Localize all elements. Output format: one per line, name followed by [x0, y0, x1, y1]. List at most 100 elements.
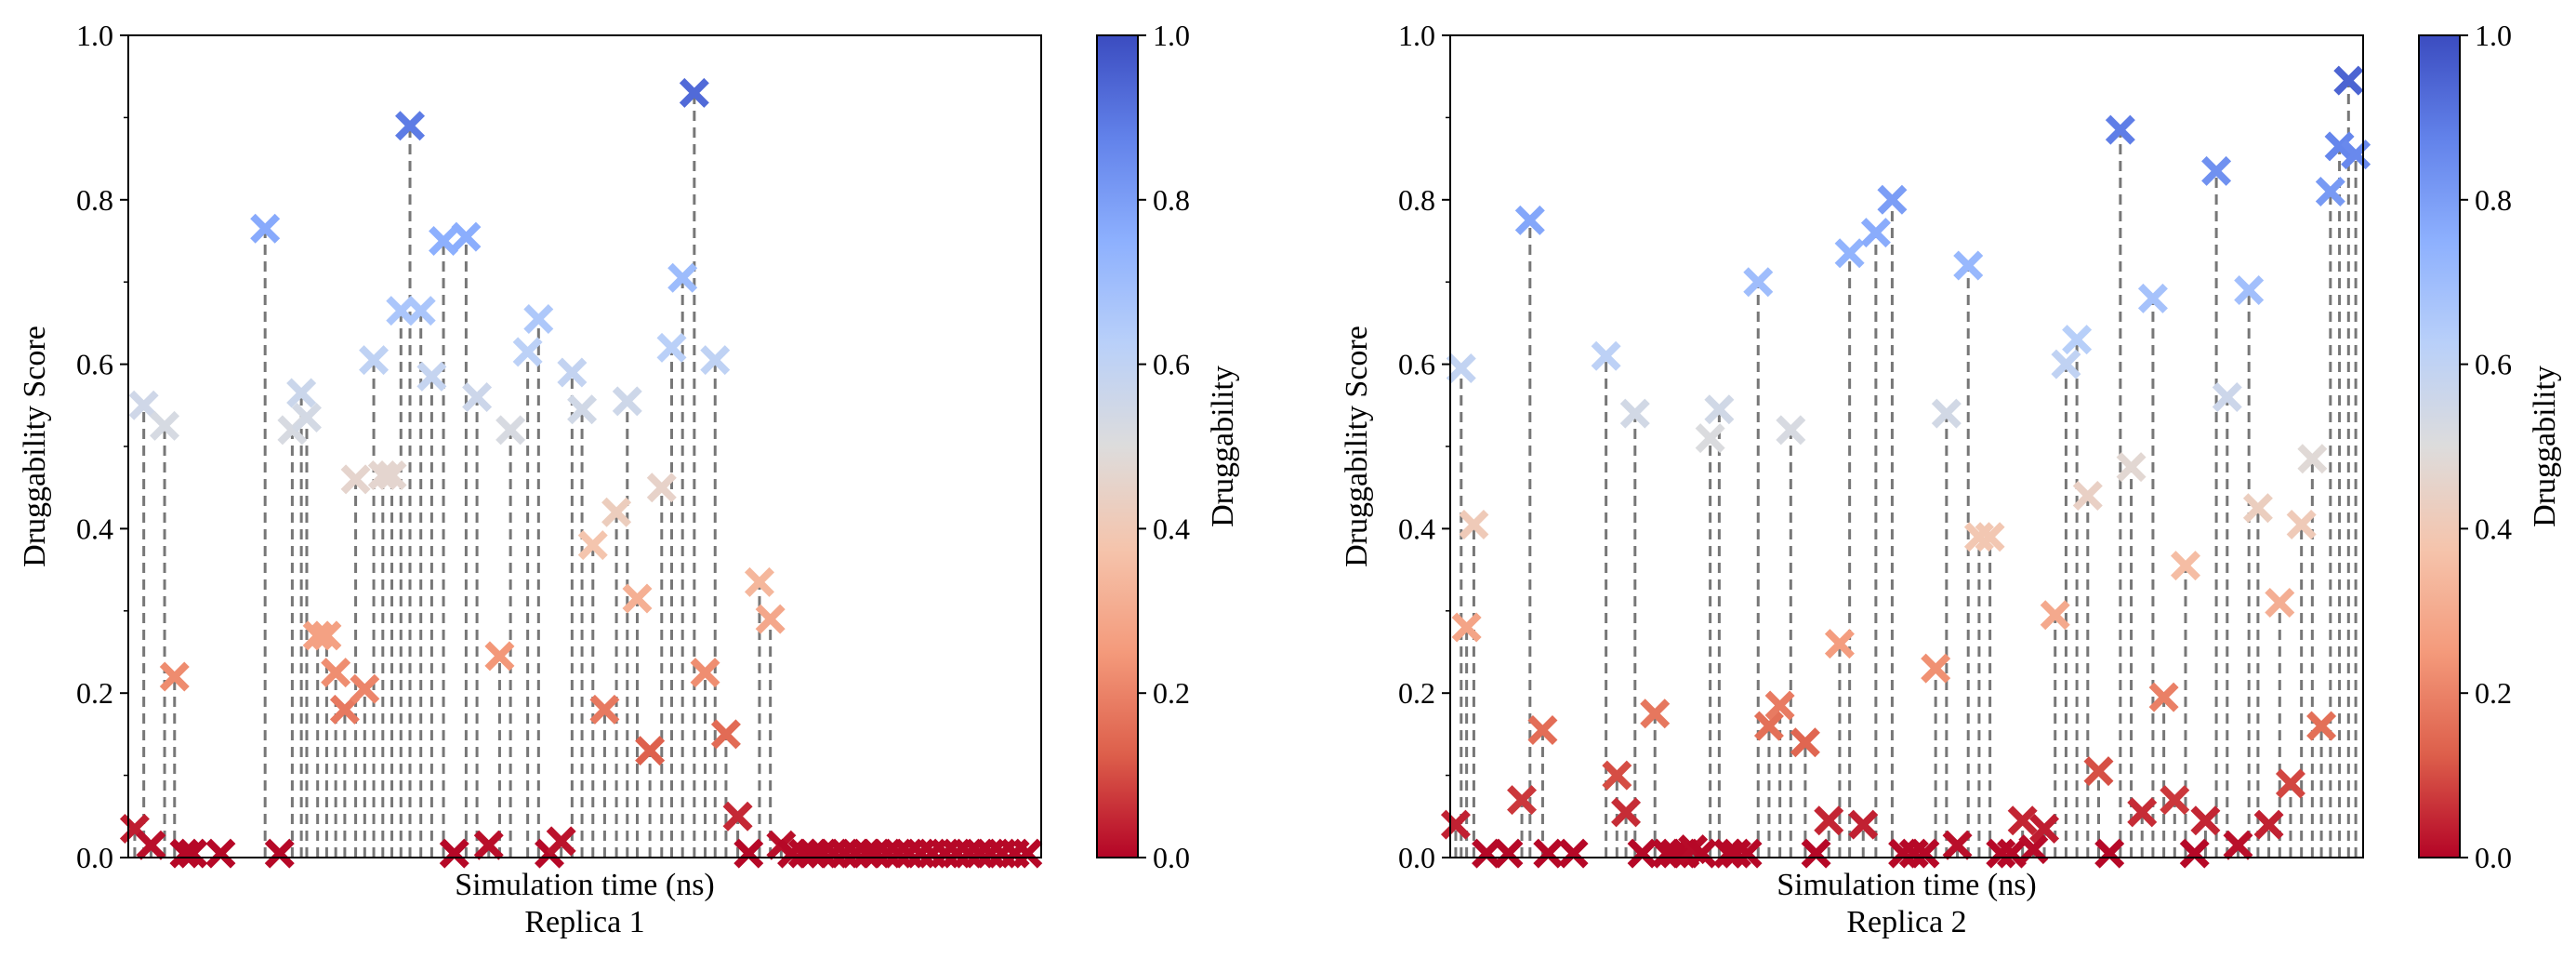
y-tick-label: 0.8: [1398, 183, 1435, 217]
data-point: [350, 673, 380, 704]
colorbar-tick-label: 0.2: [2475, 676, 2512, 710]
data-point: [1627, 838, 1658, 869]
data-point: [2275, 768, 2305, 799]
data-point: [2029, 814, 2060, 845]
data-point: [340, 464, 371, 495]
data-point: [1790, 727, 1820, 758]
data-point: [1996, 838, 2027, 869]
x-axis-label: Simulation time (ns): [455, 868, 715, 902]
data-point: [291, 403, 322, 433]
data-point: [1611, 797, 1642, 828]
data-point: [2040, 600, 2070, 631]
colorbar-tick-label: 0.6: [1153, 348, 1190, 381]
colorbar-tick-label: 0.0: [2475, 841, 2512, 874]
data-point: [495, 415, 526, 446]
data-point: [1942, 830, 1973, 860]
y-axis: 0.0 0.2 0.4 0.6 0.8 1.0: [1398, 19, 1450, 874]
data-point: [2083, 756, 2114, 787]
data-point: [2297, 444, 2328, 474]
colorbar-tick-label: 1.0: [2475, 19, 2512, 52]
data-point: [710, 719, 741, 750]
data-markers: [119, 77, 1043, 869]
y-axis-label: Druggability Score: [18, 326, 52, 567]
data-point: [1459, 509, 1489, 539]
colorbar: [1096, 34, 1139, 858]
data-point: [635, 736, 666, 766]
colorbar: [2418, 34, 2461, 858]
data-point: [546, 826, 576, 857]
data-point: [733, 838, 764, 869]
y-tick-label: 0.4: [1398, 512, 1435, 545]
y-tick-label: 0.4: [76, 512, 113, 545]
data-point: [557, 357, 588, 388]
data-point: [1619, 398, 1650, 429]
data-point: [2062, 325, 2093, 355]
data-point: [395, 111, 426, 141]
data-point: [128, 390, 159, 420]
y-tick-label: 0.6: [1398, 348, 1435, 381]
data-point: [567, 394, 598, 425]
data-point: [2170, 551, 2200, 581]
data-point: [169, 838, 200, 869]
data-point: [405, 296, 436, 326]
data-point: [159, 661, 190, 692]
data-point: [1931, 398, 1962, 429]
data-point: [2253, 809, 2284, 840]
data-point: [2127, 797, 2158, 828]
y-axis-label: Druggability Score: [1340, 326, 1374, 567]
data-point: [1440, 809, 1471, 840]
data-markers: [1440, 65, 2371, 869]
data-point: [656, 332, 687, 363]
data-point: [2234, 275, 2265, 306]
data-point: [690, 658, 720, 688]
data-point: [2190, 805, 2221, 836]
data-point: [1507, 785, 1538, 816]
y-tick-label: 0.2: [1398, 676, 1435, 710]
data-point: [1860, 218, 1891, 248]
data-point: [484, 641, 515, 672]
colorbar-tick-label: 0.6: [2475, 348, 2512, 381]
data-point: [1814, 805, 1844, 836]
colorbar-tick-label: 1.0: [1153, 19, 1190, 52]
colorbar-label: Druggability: [2528, 366, 2562, 527]
data-point: [416, 361, 447, 392]
colorbar-tick-label: 0.4: [1153, 512, 1190, 545]
data-point: [2160, 785, 2190, 816]
data-point: [755, 604, 786, 634]
data-point: [2242, 493, 2273, 524]
colorbar-tick-label: 0.4: [2475, 512, 2512, 545]
data-point: [1834, 238, 1865, 269]
data-point: [1012, 838, 1043, 869]
data-point: [1877, 184, 1908, 215]
data-point: [150, 410, 180, 441]
data-point: [2324, 131, 2355, 162]
data-point: [1704, 394, 1735, 425]
y-tick-label: 0.8: [76, 183, 113, 217]
data-point: [700, 345, 731, 376]
data-point: [1975, 522, 2005, 552]
panel-subtitle: Replica 1: [524, 905, 644, 939]
data-point: [1533, 838, 1564, 869]
colorbar-axis: 0.0 0.2 0.4 0.6 0.8 1.0: [1138, 19, 1190, 874]
data-point: [367, 459, 398, 490]
data-point: [1764, 690, 1795, 721]
data-point: [1514, 205, 1545, 235]
y-tick-label: 1.0: [1398, 19, 1435, 52]
data-point: [321, 658, 351, 688]
data-point: [1558, 838, 1589, 869]
data-point: [1801, 838, 1831, 869]
data-point: [329, 694, 360, 725]
data-point: [2201, 155, 2232, 186]
data-point: [1953, 250, 1984, 281]
data-point: [1848, 809, 1879, 840]
data-point: [286, 378, 317, 408]
y-tick-label: 1.0: [76, 19, 113, 52]
data-point: [577, 530, 608, 561]
data-point: [2007, 805, 2038, 836]
colorbar-tick-label: 0.2: [1153, 676, 1190, 710]
colorbar-tick-label: 0.8: [2475, 183, 2512, 217]
data-point: [667, 262, 698, 293]
data-point: [622, 583, 653, 614]
data-point: [1753, 711, 1784, 741]
